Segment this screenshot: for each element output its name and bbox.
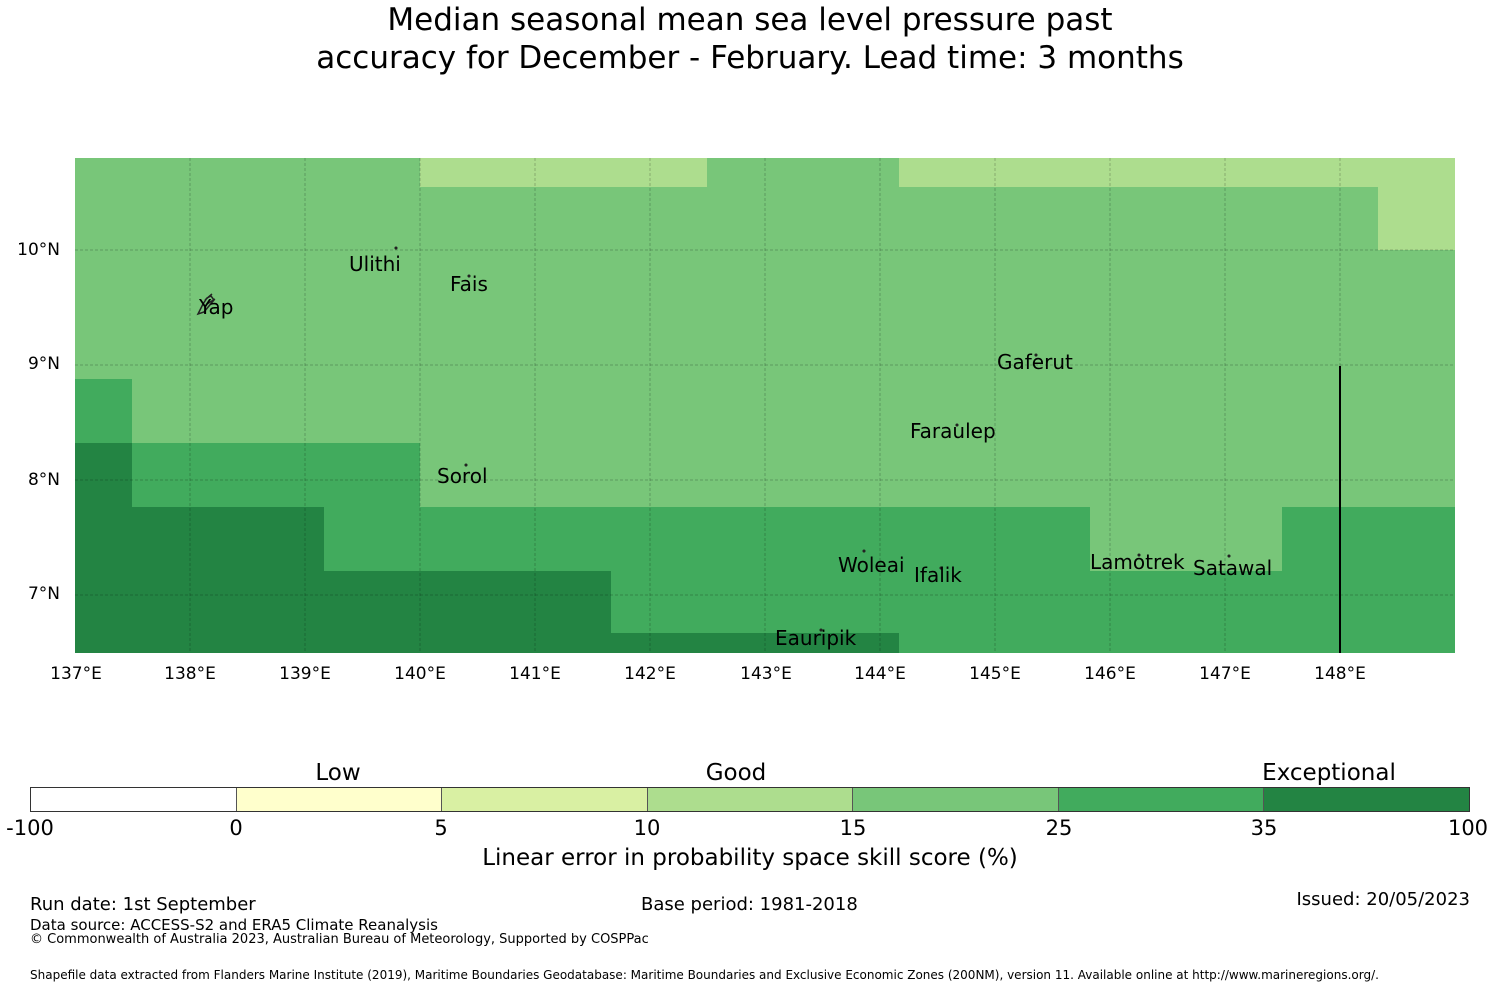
lat-tick-label: 7°N [27,584,60,604]
colorbar-segment [853,788,1059,811]
chart-title-line-1: Median seasonal mean sea level pressure … [387,2,1113,38]
sorol-island-shape [464,463,468,467]
colorbar-tick-label: -100 [6,816,54,840]
colorbar-group-low: Low [315,760,361,786]
colorbar-segment [1058,788,1265,811]
map-cell-dark [611,633,899,653]
chart-title-line-2: accuracy for December - February. Lead t… [316,40,1184,76]
lon-tick-label: 137°E [50,664,102,684]
map-cell-medium [132,443,420,507]
issued-date-text: Issued: 20/05/2023 [1296,889,1470,910]
colorbar-tick-label: 35 [1250,816,1278,840]
data-source-text: Data source: ACCESS-S2 and ERA5 Climate … [30,916,438,934]
place-label-lamotrek: Lamotrek [1090,550,1185,574]
colorbar-tick-label: 15 [839,816,867,840]
colorbar-group-good: Good [705,760,767,786]
map-cell-dark [324,571,611,653]
eauripik-island-shape [819,628,823,632]
colorbar-tick-label: 100 [1447,816,1489,840]
place-label-fais: Fais [450,272,488,296]
colorbar [30,787,1470,812]
place-label-sorol: Sorol [437,464,488,488]
lat-tick-label: 8°N [27,470,60,490]
lon-tick-label: 138°E [164,664,216,684]
base-period-text: Base period: 1981-2018 [641,894,858,915]
ulithi-island-shape [394,246,398,250]
ifalik-island-shape [939,566,943,570]
lon-tick-label: 147°E [1199,664,1251,684]
colorbar-segment [236,788,443,811]
map-cell-light [1378,187,1455,250]
faraulep-island-shape [955,423,959,427]
yap-island-shape [196,293,216,316]
lon-tick-label: 141°E [509,664,561,684]
lon-tick-label: 145°E [969,664,1021,684]
lon-tick-label: 142°E [624,664,676,684]
gaferut-island-shape [1034,353,1038,357]
lat-tick-label: 9°N [27,354,60,374]
lon-tick-label: 140°E [394,664,446,684]
map-cell-dark [132,507,324,653]
map-cell-light [420,158,707,187]
colorbar-segment [1264,788,1470,811]
map-cell-medium [1090,571,1282,653]
lon-tick-label: 144°E [854,664,906,684]
place-label-yap: Yap [199,295,234,319]
map-cell-light [899,158,1455,187]
place-label-woleai: Woleai [838,553,905,577]
run-date-text: Run date: 1st September [30,894,256,915]
shapefile-credit-text: Shapefile data extracted from Flanders M… [30,968,1379,982]
lon-tick-label: 146°E [1084,664,1136,684]
colorbar-tick-label: 10 [633,816,661,840]
colorbar-title: Linear error in probability space skill … [482,845,1018,871]
colorbar-tick-label: 25 [1045,816,1073,840]
place-label-gaferut: Gaferut [997,350,1073,374]
colorbar-tick-label: 5 [434,816,448,840]
fais-island-shape [467,274,471,278]
map-cell-dark [75,443,132,653]
colorbar-segment [442,788,648,811]
map-cell-medium [75,379,132,443]
colorbar-segment [647,788,854,811]
copyright-text: © Commonwealth of Australia 2023, Austra… [30,932,649,947]
place-label-ifalik: Ifalik [914,563,962,587]
place-label-satawal: Satawal [1193,556,1273,580]
place-label-eauripik: Eauripik [775,626,857,650]
lon-tick-label: 143°E [740,664,792,684]
lon-tick-label: 139°E [279,664,331,684]
satawal-island-shape [1227,554,1231,558]
woleai-island-shape [862,549,866,553]
colorbar-group-exceptional: Exceptional [1262,760,1396,786]
colorbar-tick-label: 0 [229,816,243,840]
place-label-ulithi: Ulithi [349,252,401,276]
island-shapes [196,246,1231,632]
map-cell-medium [1282,507,1455,653]
lat-tick-label: 10°N [17,240,60,260]
lamotrek-island-shape [1137,553,1141,557]
lon-tick-label: 148°E [1314,664,1366,684]
place-label-faraulep: Faraulep [910,419,996,443]
colorbar-segment [31,788,237,811]
